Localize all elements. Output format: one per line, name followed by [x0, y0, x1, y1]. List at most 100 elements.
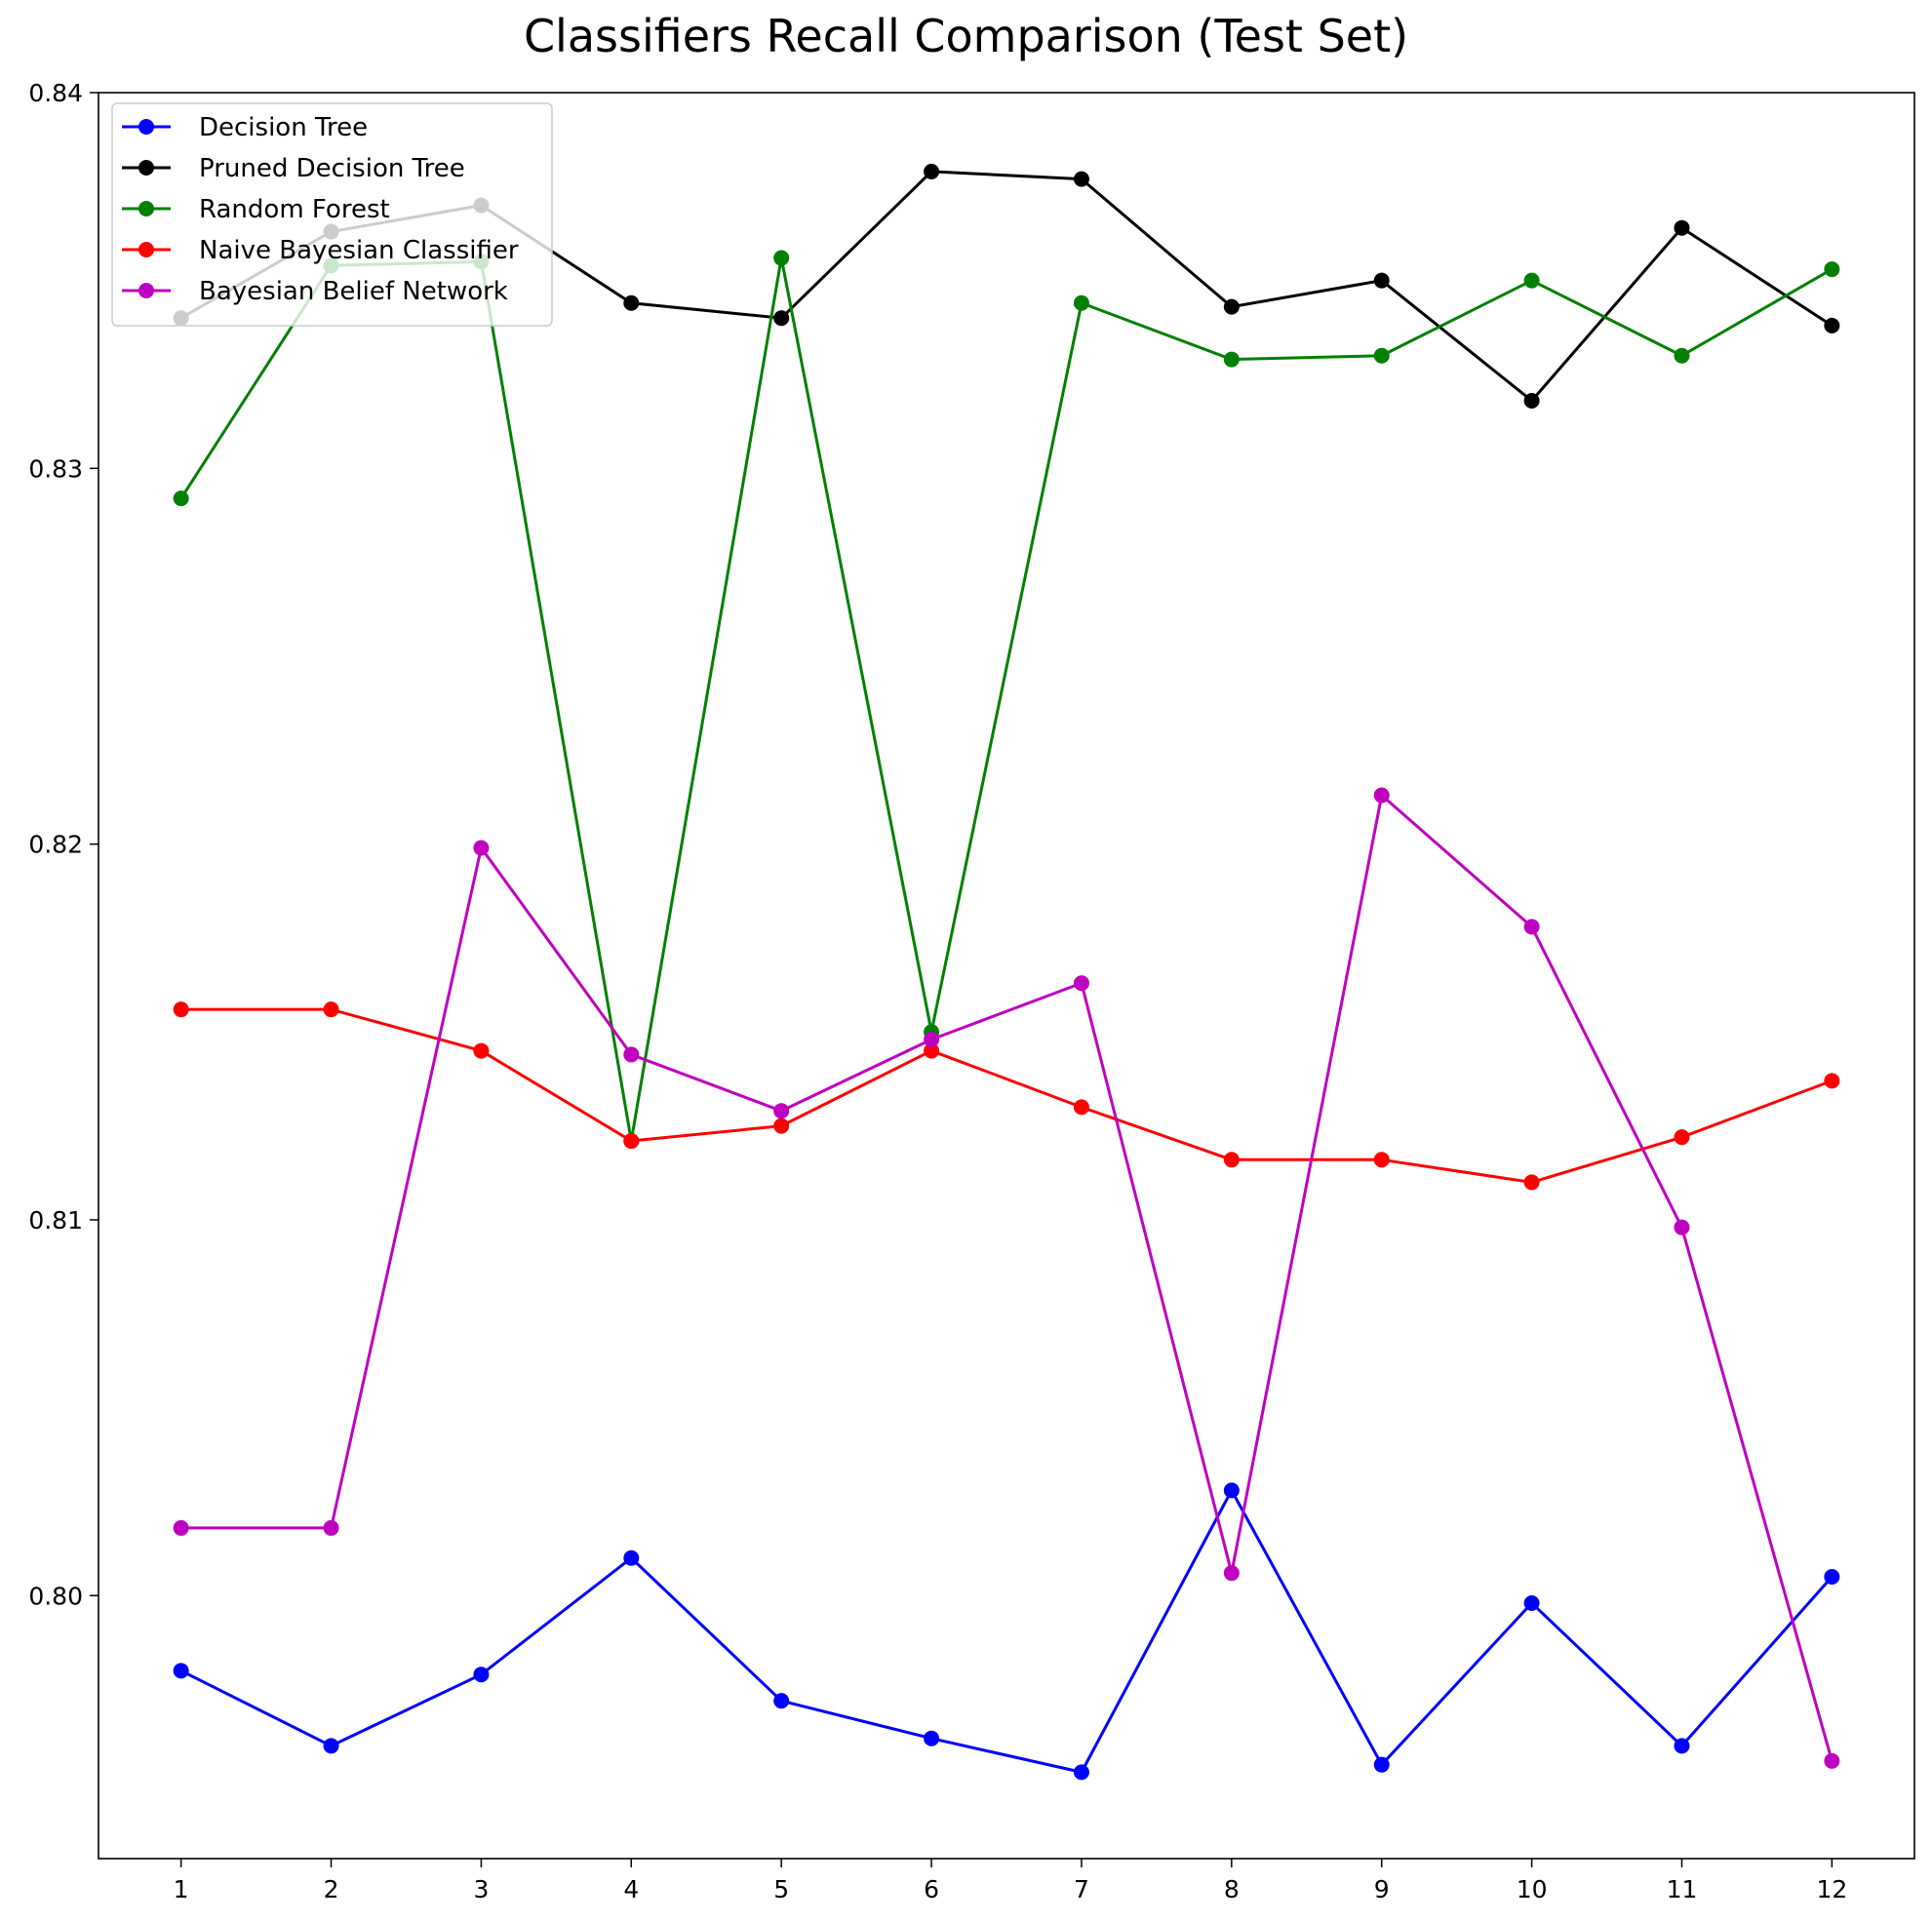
data-point [1073, 1764, 1089, 1781]
x-tick-label: 8 [1224, 1875, 1240, 1903]
x-tick-label: 2 [324, 1875, 339, 1903]
series-line [179, 1488, 1833, 1774]
data-point [1674, 219, 1690, 236]
data-point [1674, 347, 1690, 364]
data-point [1674, 1219, 1690, 1236]
x-tick-label: 11 [1667, 1875, 1698, 1903]
x-tick-label: 1 [174, 1875, 189, 1903]
data-point [1373, 347, 1390, 364]
y-tick-label: 0.83 [28, 454, 83, 483]
data-point [623, 1549, 640, 1566]
legend-item: Naive Bayesian Classifier [122, 236, 519, 265]
data-point [773, 250, 790, 266]
data-point [323, 1738, 339, 1754]
y-tick-label: 0.82 [28, 831, 83, 859]
legend-marker [138, 201, 154, 216]
x-tick-label: 4 [623, 1875, 639, 1903]
legend-marker [138, 242, 154, 257]
x-tick-label: 3 [473, 1875, 489, 1903]
x-tick-label: 12 [1816, 1875, 1847, 1903]
data-point [773, 1103, 790, 1119]
data-point [1523, 919, 1540, 935]
data-point [323, 1001, 339, 1018]
data-point [473, 1667, 490, 1683]
data-point [1073, 975, 1089, 992]
legend-label: Random Forest [199, 195, 390, 224]
y-tick-label: 0.80 [28, 1582, 83, 1610]
legend: Decision Tree Pruned Decision Tree Random … [111, 102, 553, 327]
legend-box [111, 102, 553, 327]
legend-item: Decision Tree [122, 113, 368, 142]
series-line [180, 794, 1833, 1762]
data-point [773, 310, 790, 327]
data-point [1523, 1594, 1540, 1611]
data-point [1674, 1738, 1690, 1754]
data-point [1373, 787, 1390, 804]
y-axis: 0.80 0.81 0.82 0.83 0.84 [28, 79, 99, 1610]
data-point [173, 1001, 189, 1018]
legend-marker [138, 160, 154, 176]
data-point [1223, 351, 1240, 368]
chart-title: Classifiers Recall Comparison (Test Set) [523, 10, 1409, 62]
legend-label: Pruned Decision Tree [199, 154, 465, 183]
data-point [1824, 1073, 1840, 1089]
series-decision-tree [173, 1482, 1840, 1781]
data-point [1073, 294, 1089, 311]
data-point [924, 1042, 940, 1059]
data-point [623, 1133, 640, 1150]
data-point [1073, 1099, 1089, 1116]
x-tick-label: 7 [1074, 1875, 1089, 1903]
data-point [173, 1519, 189, 1536]
legend-marker [138, 119, 154, 135]
data-point [323, 1519, 339, 1536]
legend-item: Pruned Decision Tree [122, 154, 465, 183]
series-bayesian-belief-network [173, 787, 1840, 1769]
data-point [1674, 1129, 1690, 1146]
series-random-forest [173, 250, 1840, 1150]
data-point [473, 840, 490, 856]
legend-label: Decision Tree [199, 113, 368, 142]
series-layer [173, 163, 1840, 1781]
data-point [924, 1032, 940, 1048]
y-tick-label: 0.81 [28, 1206, 83, 1235]
data-point [623, 1046, 640, 1063]
data-point [1223, 1482, 1240, 1499]
data-point [1523, 272, 1540, 289]
data-point [1223, 1565, 1240, 1582]
data-point [1223, 298, 1240, 315]
legend-item: Bayesian Belief Network [122, 277, 508, 306]
data-point [1824, 1569, 1840, 1586]
legend-item: Random Forest [122, 195, 390, 224]
axes-frame [98, 92, 1915, 1860]
data-point [1373, 272, 1390, 289]
series-line [179, 256, 1833, 1143]
data-point [1824, 317, 1840, 333]
data-point [924, 1730, 940, 1746]
data-point [1824, 1752, 1840, 1769]
legend-marker [138, 283, 154, 298]
x-tick-label: 10 [1517, 1875, 1548, 1903]
data-point [1223, 1152, 1240, 1168]
data-point [173, 1663, 189, 1679]
data-point [1824, 261, 1840, 278]
data-point [473, 1042, 490, 1059]
series-line [180, 1007, 1833, 1184]
legend-label: Naive Bayesian Classifier [199, 236, 519, 265]
data-point [1073, 171, 1089, 187]
x-axis: 1 2 3 4 5 6 7 8 9 10 11 12 [174, 1859, 1847, 1903]
data-point [1523, 392, 1540, 409]
data-point [1373, 1152, 1390, 1168]
x-tick-label: 9 [1374, 1875, 1390, 1903]
data-point [773, 1118, 790, 1134]
series-naive-bayesian-classifier [173, 1001, 1840, 1191]
x-tick-label: 5 [773, 1875, 789, 1903]
data-point [1373, 1756, 1390, 1773]
data-point [924, 163, 940, 179]
data-point [1523, 1174, 1540, 1191]
data-point [623, 294, 640, 311]
y-tick-label: 0.84 [28, 79, 83, 107]
data-point [173, 490, 189, 507]
x-tick-label: 6 [924, 1875, 939, 1903]
legend-label: Bayesian Belief Network [199, 277, 508, 306]
